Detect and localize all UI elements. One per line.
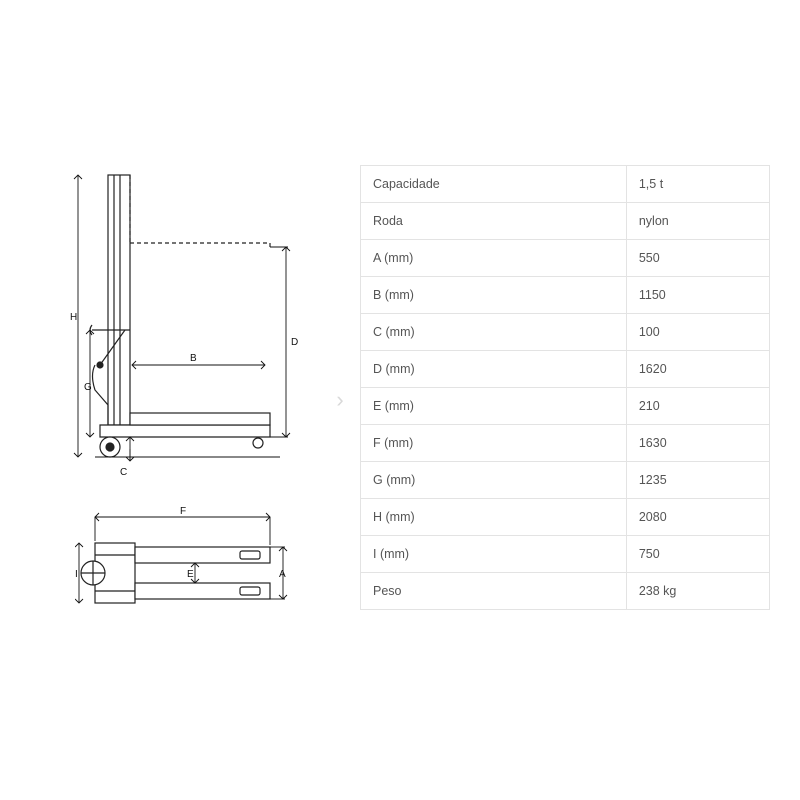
spec-label: H (mm) bbox=[361, 499, 627, 536]
dim-label-d: D bbox=[291, 337, 298, 348]
spec-value: 1,5 t bbox=[626, 166, 769, 203]
spec-value: 1620 bbox=[626, 351, 769, 388]
spec-value: 1630 bbox=[626, 425, 769, 462]
specifications-table: Capacidade1,5 tRodanylonA (mm)550B (mm)1… bbox=[360, 165, 770, 610]
spec-label: Roda bbox=[361, 203, 627, 240]
table-row: D (mm)1620 bbox=[361, 351, 770, 388]
spec-label: B (mm) bbox=[361, 277, 627, 314]
spec-label: E (mm) bbox=[361, 388, 627, 425]
table-row: G (mm)1235 bbox=[361, 462, 770, 499]
dim-label-c: C bbox=[120, 467, 127, 478]
table-row: C (mm)100 bbox=[361, 314, 770, 351]
table-row: B (mm)1150 bbox=[361, 277, 770, 314]
table-row: Rodanylon bbox=[361, 203, 770, 240]
dim-label-a: A bbox=[279, 569, 286, 580]
table-row: F (mm)1630 bbox=[361, 425, 770, 462]
dim-label-b: B bbox=[190, 353, 197, 364]
spec-label: Peso bbox=[361, 573, 627, 610]
chevron-glyph: › bbox=[336, 387, 343, 413]
spec-value: 210 bbox=[626, 388, 769, 425]
spec-value: nylon bbox=[626, 203, 769, 240]
side-view-diagram: H G D B C bbox=[70, 165, 300, 485]
technical-diagram: H G D B C bbox=[0, 165, 320, 635]
spec-label: G (mm) bbox=[361, 462, 627, 499]
spec-value: 100 bbox=[626, 314, 769, 351]
spec-sheet-container: H G D B C bbox=[0, 165, 800, 665]
table-row: A (mm)550 bbox=[361, 240, 770, 277]
dim-label-i: I bbox=[75, 569, 78, 580]
dim-label-e: E bbox=[187, 569, 194, 580]
spec-value: 238 kg bbox=[626, 573, 769, 610]
top-view-diagram: F I A E bbox=[75, 505, 290, 635]
spec-value: 1150 bbox=[626, 277, 769, 314]
next-chevron-icon[interactable]: › bbox=[320, 165, 360, 635]
spec-label: F (mm) bbox=[361, 425, 627, 462]
dim-label-h: H bbox=[70, 312, 77, 323]
table-row: Peso238 kg bbox=[361, 573, 770, 610]
table-row: E (mm)210 bbox=[361, 388, 770, 425]
dim-label-g: G bbox=[84, 382, 92, 393]
spec-value: 750 bbox=[626, 536, 769, 573]
spec-label: Capacidade bbox=[361, 166, 627, 203]
spec-label: A (mm) bbox=[361, 240, 627, 277]
spec-label: D (mm) bbox=[361, 351, 627, 388]
spec-label: I (mm) bbox=[361, 536, 627, 573]
spec-value: 2080 bbox=[626, 499, 769, 536]
spec-label: C (mm) bbox=[361, 314, 627, 351]
dim-label-f: F bbox=[180, 506, 186, 517]
spec-value: 550 bbox=[626, 240, 769, 277]
spec-value: 1235 bbox=[626, 462, 769, 499]
table-row: H (mm)2080 bbox=[361, 499, 770, 536]
table-row: Capacidade1,5 t bbox=[361, 166, 770, 203]
table-row: I (mm)750 bbox=[361, 536, 770, 573]
